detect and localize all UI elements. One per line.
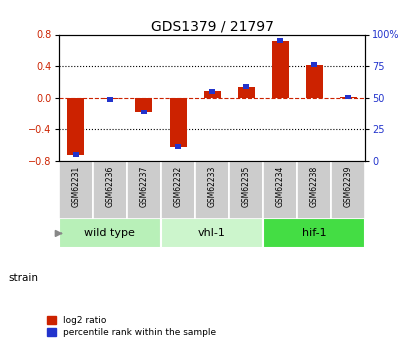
Text: GSM62237: GSM62237	[139, 166, 148, 207]
Bar	[107, 97, 113, 102]
Bar	[67, 98, 84, 155]
Bar	[229, 161, 263, 218]
Text: wild type: wild type	[84, 228, 135, 238]
Text: GSM62234: GSM62234	[276, 166, 285, 207]
Bar	[101, 98, 118, 99]
Bar	[238, 87, 255, 98]
Bar	[73, 152, 79, 157]
Bar	[195, 161, 229, 218]
Text: GSM62231: GSM62231	[71, 166, 80, 207]
Legend: log2 ratio, percentile rank within the sample: log2 ratio, percentile rank within the s…	[47, 316, 216, 337]
Bar	[170, 98, 186, 147]
Text: GSM62236: GSM62236	[105, 166, 114, 207]
Text: hif-1: hif-1	[302, 228, 327, 238]
Bar	[141, 110, 147, 114]
Bar	[263, 161, 297, 218]
Bar	[93, 161, 127, 218]
Bar	[311, 62, 318, 67]
Text: GSM62233: GSM62233	[207, 166, 217, 207]
Bar	[263, 218, 365, 248]
Bar	[127, 161, 161, 218]
Bar	[175, 145, 181, 149]
Text: GSM62232: GSM62232	[173, 166, 183, 207]
Text: GSM62235: GSM62235	[241, 166, 251, 207]
Bar	[340, 97, 357, 98]
Bar	[59, 218, 161, 248]
Bar	[331, 161, 365, 218]
Bar	[297, 161, 331, 218]
Text: GSM62238: GSM62238	[310, 166, 319, 207]
Title: GDS1379 / 21797: GDS1379 / 21797	[151, 19, 273, 33]
Bar	[272, 41, 289, 98]
Bar	[243, 84, 249, 89]
Bar	[161, 218, 263, 248]
Bar	[306, 65, 323, 98]
Bar	[59, 161, 93, 218]
Bar	[204, 91, 220, 98]
Text: GSM62239: GSM62239	[344, 166, 353, 207]
Bar	[161, 161, 195, 218]
Text: strain: strain	[8, 273, 38, 283]
Bar	[277, 38, 284, 43]
Bar	[345, 95, 352, 99]
Text: vhl-1: vhl-1	[198, 228, 226, 238]
Bar	[209, 89, 215, 94]
Bar	[135, 98, 152, 112]
